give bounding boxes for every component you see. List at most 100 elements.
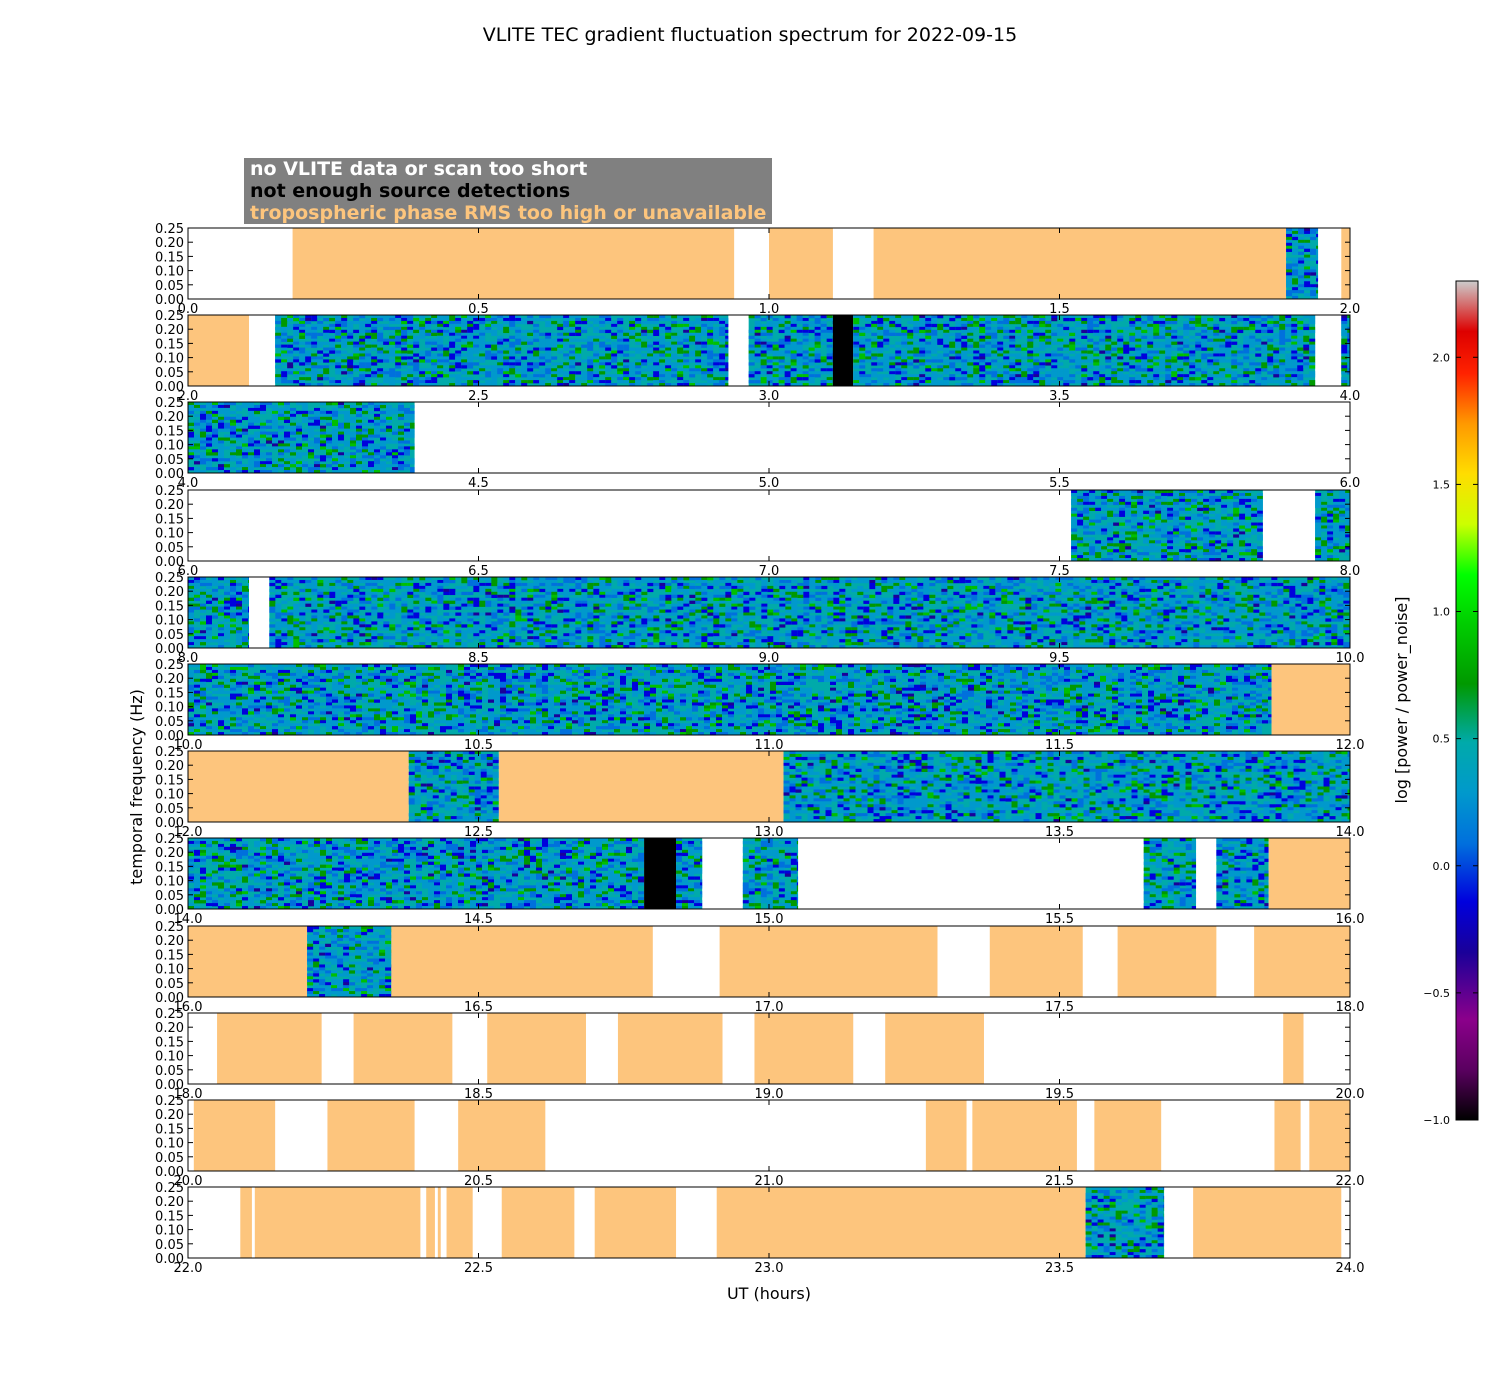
segment-spectrum — [1216, 838, 1269, 910]
y-tick-label: 0.20 — [155, 846, 184, 861]
segment-troposphere — [498, 751, 784, 822]
x-tick-label: 3.0 — [759, 389, 780, 404]
x-tick-label: 13.5 — [1045, 825, 1074, 840]
y-tick-label: 0.10 — [155, 527, 184, 542]
segment-troposphere — [188, 751, 409, 822]
y-tick-label: 0.00 — [155, 467, 184, 482]
x-tick-label: 21.0 — [755, 1174, 784, 1189]
y-tick-label: 0.25 — [155, 396, 184, 411]
segment-troposphere — [193, 1100, 276, 1171]
segment-spectrum — [742, 838, 799, 910]
segment-troposphere — [501, 1187, 575, 1258]
y-tick-label: 0.25 — [155, 1181, 184, 1196]
y-tick-label: 0.05 — [155, 541, 184, 556]
x-tick-label: 18.0 — [1336, 1000, 1365, 1015]
y-tick-label: 0.00 — [155, 1078, 184, 1093]
segment-troposphere — [391, 926, 653, 997]
x-tick-label: 17.5 — [1045, 1000, 1074, 1015]
segment-spectrum — [188, 402, 415, 474]
y-tick-label: 0.05 — [155, 1238, 184, 1253]
x-tick-label: 10.0 — [1336, 651, 1365, 666]
segment-troposphere — [925, 1100, 967, 1171]
legend-no-detections: not enough source detections — [244, 180, 773, 202]
panel-1: 0.000.050.100.150.200.25 2.0 2.5 3.0 3.5 4.0 — [155, 309, 1360, 404]
x-tick-label: 12.5 — [464, 825, 493, 840]
x-tick-label: 19.5 — [1045, 1087, 1074, 1102]
y-tick-label: 0.05 — [155, 977, 184, 992]
segment-troposphere — [989, 926, 1083, 997]
x-tick-label: 2.0 — [1340, 302, 1361, 317]
x-tick-label: 22.5 — [464, 1261, 493, 1276]
segment-spectrum — [269, 577, 1351, 649]
y-tick-label: 0.05 — [155, 366, 184, 381]
segment-troposphere — [1193, 1187, 1342, 1258]
x-tick-label: 17.0 — [755, 1000, 784, 1015]
y-tick-label: 0.10 — [155, 439, 184, 454]
x-tick-label: 18.0 — [174, 1087, 203, 1102]
y-tick-label: 0.05 — [155, 279, 184, 294]
panel-9: 0.000.050.100.150.200.25 18.0 18.5 19.0 19.5… — [155, 1007, 1364, 1102]
colorbar — [1455, 280, 1479, 1121]
colorbar-tick-label: 0.5 — [1433, 733, 1451, 746]
panel-2: 0.000.050.100.150.200.25 4.0 4.5 5.0 5.5 6.0 — [155, 396, 1360, 491]
x-axis-label: UT (hours) — [727, 1284, 811, 1303]
segment-spectrum — [307, 926, 392, 998]
y-tick-label: 0.00 — [155, 380, 184, 395]
x-tick-label: 22.0 — [1336, 1174, 1365, 1189]
x-tick-label: 14.5 — [464, 912, 493, 927]
y-tick-label: 0.10 — [155, 1137, 184, 1152]
x-tick-label: 11.5 — [1045, 738, 1074, 753]
y-tick-label: 0.00 — [155, 555, 184, 570]
y-tick-label: 0.20 — [155, 1021, 184, 1036]
segment-spectrum — [408, 751, 499, 823]
y-tick-label: 0.20 — [155, 1108, 184, 1123]
y-tick-label: 0.00 — [155, 729, 184, 744]
x-tick-label: 16.5 — [464, 1000, 493, 1015]
x-tick-label: 10.0 — [174, 738, 203, 753]
y-tick-label: 0.10 — [155, 265, 184, 280]
x-tick-label: 6.0 — [178, 564, 199, 579]
panel-10: 0.000.050.100.150.200.25 20.0 20.5 21.0 21.5… — [155, 1094, 1364, 1189]
y-tick-label: 0.20 — [155, 236, 184, 251]
segment-troposphere — [1117, 926, 1217, 997]
segment-troposphere — [240, 1187, 252, 1258]
legend: no VLITE data or scan too short not enou… — [244, 158, 773, 224]
segment-troposphere — [769, 228, 833, 299]
y-tick-label: 0.15 — [155, 686, 184, 701]
x-tick-label: 4.0 — [178, 476, 199, 491]
panel-4: 0.000.050.100.150.200.25 8.0 8.5 9.0 9.5 10.0 — [155, 571, 1364, 666]
segment-troposphere — [594, 1187, 677, 1258]
x-tick-label: 9.5 — [1049, 651, 1070, 666]
segment-troposphere — [1274, 1100, 1301, 1171]
x-tick-label: 20.0 — [174, 1174, 203, 1189]
segment-spectrum — [1143, 838, 1197, 910]
x-tick-label: 13.0 — [755, 825, 784, 840]
segment-troposphere — [327, 1100, 415, 1171]
y-tick-label: 0.10 — [155, 614, 184, 629]
x-tick-label: 3.5 — [1049, 389, 1070, 404]
y-tick-label: 0.25 — [155, 658, 184, 673]
colorbar-tick-label: 1.0 — [1433, 606, 1451, 619]
segment-troposphere — [487, 1013, 586, 1084]
y-tick-label: 0.15 — [155, 1209, 184, 1224]
x-tick-label: 1.5 — [1049, 302, 1070, 317]
colorbar-tick-label: 0.0 — [1433, 860, 1451, 873]
y-tick-label: 0.25 — [155, 222, 184, 237]
y-tick-label: 0.05 — [155, 1151, 184, 1166]
y-tick-label: 0.10 — [155, 1050, 184, 1065]
segment-troposphere — [1283, 1013, 1304, 1084]
segment-troposphere — [1309, 1100, 1350, 1171]
chart-title: VLITE TEC gradient fluctuation spectrum … — [482, 24, 1018, 46]
x-tick-label: 16.0 — [1336, 912, 1365, 927]
y-tick-label: 0.20 — [155, 498, 184, 513]
y-tick-label: 0.00 — [155, 1165, 184, 1180]
x-tick-label: 8.0 — [1340, 564, 1361, 579]
x-tick-label: 14.0 — [1336, 825, 1365, 840]
panel-7: 0.000.050.100.150.200.25 14.0 14.5 15.0 15.5… — [155, 832, 1364, 927]
x-tick-label: 16.0 — [174, 1000, 203, 1015]
y-tick-label: 0.20 — [155, 585, 184, 600]
panel-8: 0.000.050.100.150.200.25 16.0 16.5 17.0 17.5… — [155, 920, 1364, 1015]
y-tick-label: 0.25 — [155, 745, 184, 760]
x-tick-label: 0.0 — [178, 302, 199, 317]
y-tick-label: 0.20 — [155, 323, 184, 338]
